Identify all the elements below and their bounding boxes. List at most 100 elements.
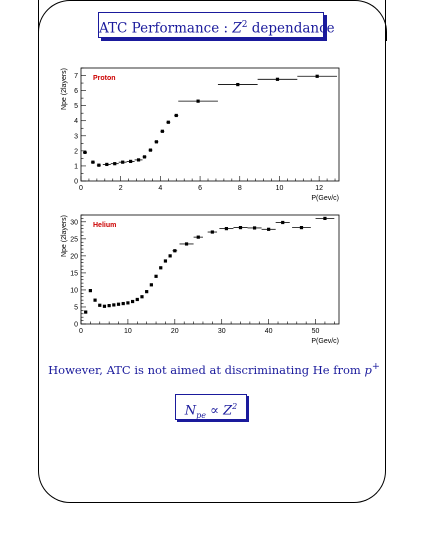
x-tick-label: 20 <box>171 328 179 335</box>
data-point <box>121 301 125 306</box>
data-point <box>142 155 147 159</box>
data-point <box>210 230 214 234</box>
data-point <box>315 74 319 78</box>
y-tick-label: 20 <box>70 253 78 260</box>
data-point <box>126 301 130 305</box>
formula-box: Npe ∝ Z2 <box>175 394 247 420</box>
slide-title: ATC Performance : Z2 dependance <box>98 12 335 38</box>
data-point <box>97 163 101 167</box>
data-point <box>102 304 107 308</box>
data-point <box>83 150 87 154</box>
data-point <box>84 310 88 314</box>
data-point <box>196 99 200 103</box>
y-tick-label: 2 <box>74 148 78 155</box>
x-tick-label: 10 <box>276 185 284 192</box>
x-tick-label: 0 <box>79 185 83 192</box>
data-point <box>140 295 144 299</box>
data-point <box>116 302 121 306</box>
x-axis-label: P(Gev/c) <box>311 195 339 202</box>
x-tick-label: 40 <box>265 328 273 335</box>
y-tick-label: 7 <box>74 73 78 80</box>
data-point <box>173 249 177 253</box>
data-point <box>224 227 229 231</box>
data-point <box>107 304 111 308</box>
data-point <box>148 148 153 152</box>
data-point <box>196 235 200 239</box>
y-tick-label: 5 <box>74 103 78 110</box>
x-tick-label: 8 <box>238 185 242 192</box>
data-point <box>105 162 109 167</box>
data-point <box>236 82 240 87</box>
x-axis-label: P(Gev/c) <box>311 338 339 345</box>
data-point <box>121 160 125 164</box>
y-tick-label: 15 <box>70 270 78 277</box>
data-point <box>149 283 153 287</box>
x-tick-label: 12 <box>315 185 323 192</box>
formula-rel: ∝ <box>206 403 224 419</box>
data-point <box>88 289 92 293</box>
data-point <box>184 242 189 246</box>
plot-frame <box>80 67 340 182</box>
helium-chart: 0 10 20 30 40 50 0 5 10 15 20 25 30 P(Gev/c) Npe (2lay… <box>61 214 340 345</box>
title-prefix: ATC Performance : <box>99 20 233 37</box>
series-label: Proton <box>93 75 116 82</box>
y-tick-label: 25 <box>70 236 78 243</box>
data-point <box>112 303 116 307</box>
data-point <box>238 226 243 230</box>
y-tick-label: 10 <box>70 287 78 294</box>
x-tick-label: 10 <box>124 328 132 335</box>
data-point <box>252 226 257 230</box>
x-tick-label: 2 <box>119 185 123 192</box>
data-point <box>131 299 135 304</box>
data-point <box>136 158 141 162</box>
y-tick-label: 3 <box>74 133 78 140</box>
formula-exp: 2 <box>232 402 238 411</box>
formula-var: N <box>184 403 197 419</box>
y-tick-label: 30 <box>70 219 78 226</box>
data-point <box>323 216 327 221</box>
y-axis-label: Npe (2layers) <box>61 215 68 257</box>
y-tick-label: 0 <box>74 179 78 186</box>
note-sup: + <box>371 361 380 372</box>
title-suffix: dependance <box>247 20 335 37</box>
data-point <box>154 274 158 278</box>
data-point <box>159 266 163 270</box>
data-point <box>129 159 133 164</box>
data-point <box>168 254 172 258</box>
note-text: However, ATC is not aimed at discriminat… <box>40 361 388 377</box>
title-var: Z <box>232 20 242 37</box>
data-point <box>135 297 139 302</box>
x-tick-label: 30 <box>218 328 226 335</box>
formula-sub: pe <box>196 410 207 420</box>
y-tick-label: 6 <box>74 88 78 95</box>
note-var: p <box>364 362 372 377</box>
y-tick-label: 4 <box>74 118 78 125</box>
series-label: Helium <box>93 222 116 229</box>
data-point <box>93 298 97 302</box>
x-tick-label: 50 <box>312 328 320 335</box>
title-exp: 2 <box>241 20 248 30</box>
data-point <box>166 120 170 124</box>
y-tick-label: 0 <box>74 322 78 329</box>
data-point <box>113 162 117 166</box>
data-point <box>98 303 102 307</box>
data-point <box>160 129 164 133</box>
data-point <box>174 113 178 118</box>
data-point <box>145 290 149 294</box>
y-tick-label: 1 <box>74 163 78 170</box>
data-point <box>91 160 95 164</box>
y-axis-label: Npe (2layers) <box>61 68 68 110</box>
data-point <box>267 227 271 231</box>
x-tick-label: 6 <box>198 185 202 192</box>
note-main: However, ATC is not aimed at discriminat… <box>48 362 365 377</box>
data-point <box>163 259 168 263</box>
plot-frame <box>80 214 340 325</box>
data-point <box>154 140 159 144</box>
data-point <box>299 226 304 230</box>
data-point <box>275 77 280 81</box>
data-point <box>281 220 285 225</box>
x-tick-label: 4 <box>158 185 162 192</box>
formula-var2: Z <box>223 403 233 419</box>
x-tick-label: 0 <box>79 328 83 335</box>
